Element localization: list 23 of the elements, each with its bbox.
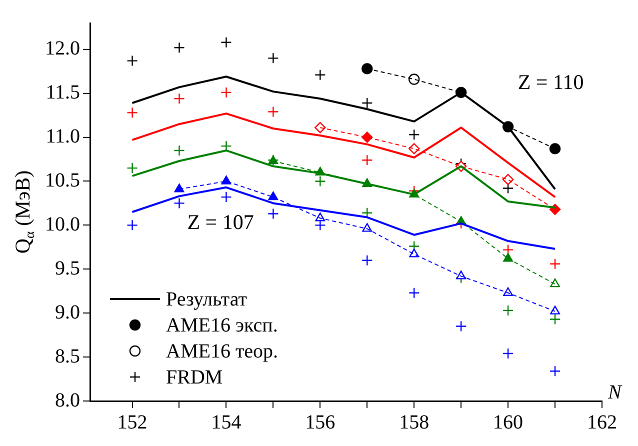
x-tick-label: 152 bbox=[117, 411, 148, 434]
legend-label: AME16 эксп. bbox=[166, 314, 278, 336]
x-axis-title: N bbox=[607, 381, 623, 404]
annotation: Z = 110 bbox=[518, 70, 584, 94]
legend-label: AME16 теор. bbox=[166, 340, 278, 362]
x-tick-label: 162 bbox=[587, 411, 617, 434]
x-tick-label: 158 bbox=[399, 411, 430, 434]
y-tick-label: 10.5 bbox=[45, 169, 80, 192]
legend-label: FRDM bbox=[166, 366, 223, 388]
y-tick-label: 9.5 bbox=[55, 257, 80, 280]
y-axis-title: Qα (МэВ) bbox=[10, 170, 37, 254]
y-tick-label: 8.0 bbox=[55, 389, 80, 412]
x-tick-label: 156 bbox=[305, 411, 336, 434]
y-tick-label: 11.5 bbox=[46, 82, 80, 104]
y-tick-label: 12.0 bbox=[45, 38, 80, 60]
y-tick-label: 9.0 bbox=[55, 301, 80, 324]
y-tick-label: 8.5 bbox=[55, 345, 80, 368]
y-tick-label: 10.0 bbox=[45, 213, 80, 236]
x-tick-label: 160 bbox=[493, 411, 524, 434]
annotation: Z = 107 bbox=[187, 210, 254, 234]
y-tick-label: 11.0 bbox=[46, 126, 80, 148]
x-tick-label: 154 bbox=[211, 411, 242, 434]
legend-label: Результат bbox=[166, 288, 248, 310]
